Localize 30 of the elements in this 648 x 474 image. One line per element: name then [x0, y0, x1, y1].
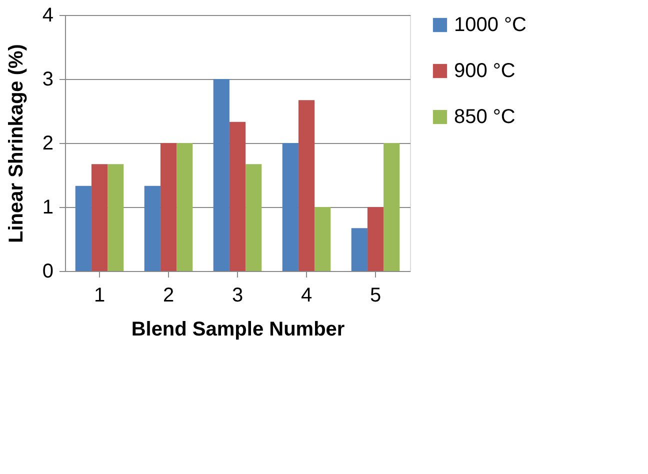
bar	[176, 143, 193, 271]
legend-label: 900 °C	[454, 60, 516, 82]
legend-label: 850 °C	[454, 106, 516, 128]
bar	[367, 207, 384, 271]
y-tick-label: 0	[42, 260, 54, 282]
bar	[108, 164, 124, 271]
x-tick-label: 3	[232, 284, 244, 306]
y-tick-label: 1	[42, 196, 54, 218]
bar	[91, 164, 108, 271]
bar	[384, 143, 400, 271]
legend-label: 1000 °C	[454, 14, 526, 36]
x-tick-label: 4	[300, 284, 312, 306]
y-tick-label: 2	[42, 132, 54, 154]
x-tick-label: 2	[162, 284, 174, 306]
x-tick-label: 5	[370, 284, 382, 306]
y-tick-label: 4	[42, 4, 54, 26]
y-tick-label: 3	[42, 68, 54, 90]
bar	[298, 100, 315, 271]
x-axis-title: Blend Sample Number	[131, 318, 345, 340]
bar	[351, 228, 368, 271]
bar	[144, 186, 160, 271]
bar	[282, 143, 298, 271]
bar	[246, 164, 262, 271]
bar	[314, 207, 331, 271]
x-tick-label: 1	[94, 284, 106, 306]
y-axis-title: Linear Shrinkage (%)	[5, 44, 28, 243]
bar	[213, 79, 230, 271]
bar	[160, 143, 177, 271]
bar	[75, 186, 92, 271]
bar	[229, 122, 246, 271]
